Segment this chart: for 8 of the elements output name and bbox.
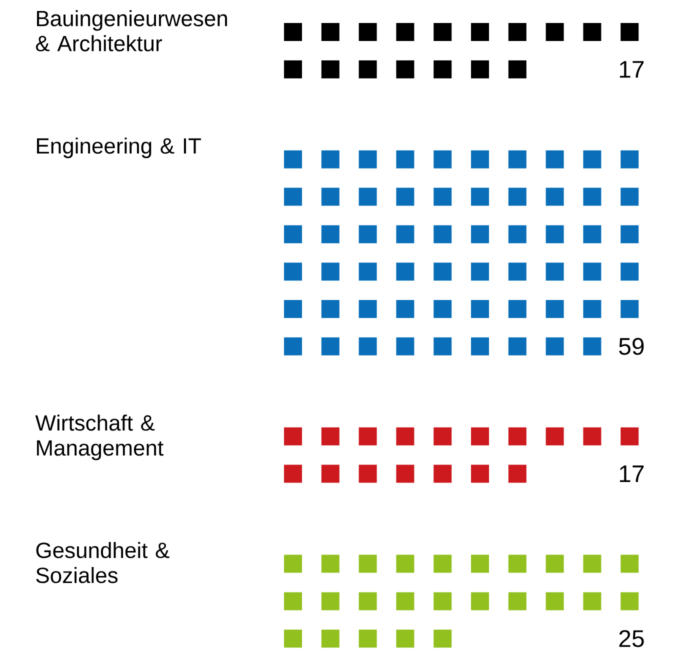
category-label: Bauingenieurwesen & Architektur [36, 10, 227, 52]
data-label: 59 [619, 338, 644, 355]
category-label: Gesundheit & Soziales [36, 542, 170, 584]
category-label: Engineering & IT [37, 138, 201, 158]
data-label: 25 [619, 630, 644, 648]
data-label: 17 [620, 466, 644, 482]
category-label: Wirtschaft & Management [35, 414, 164, 460]
data-label: 17 [620, 61, 644, 78]
